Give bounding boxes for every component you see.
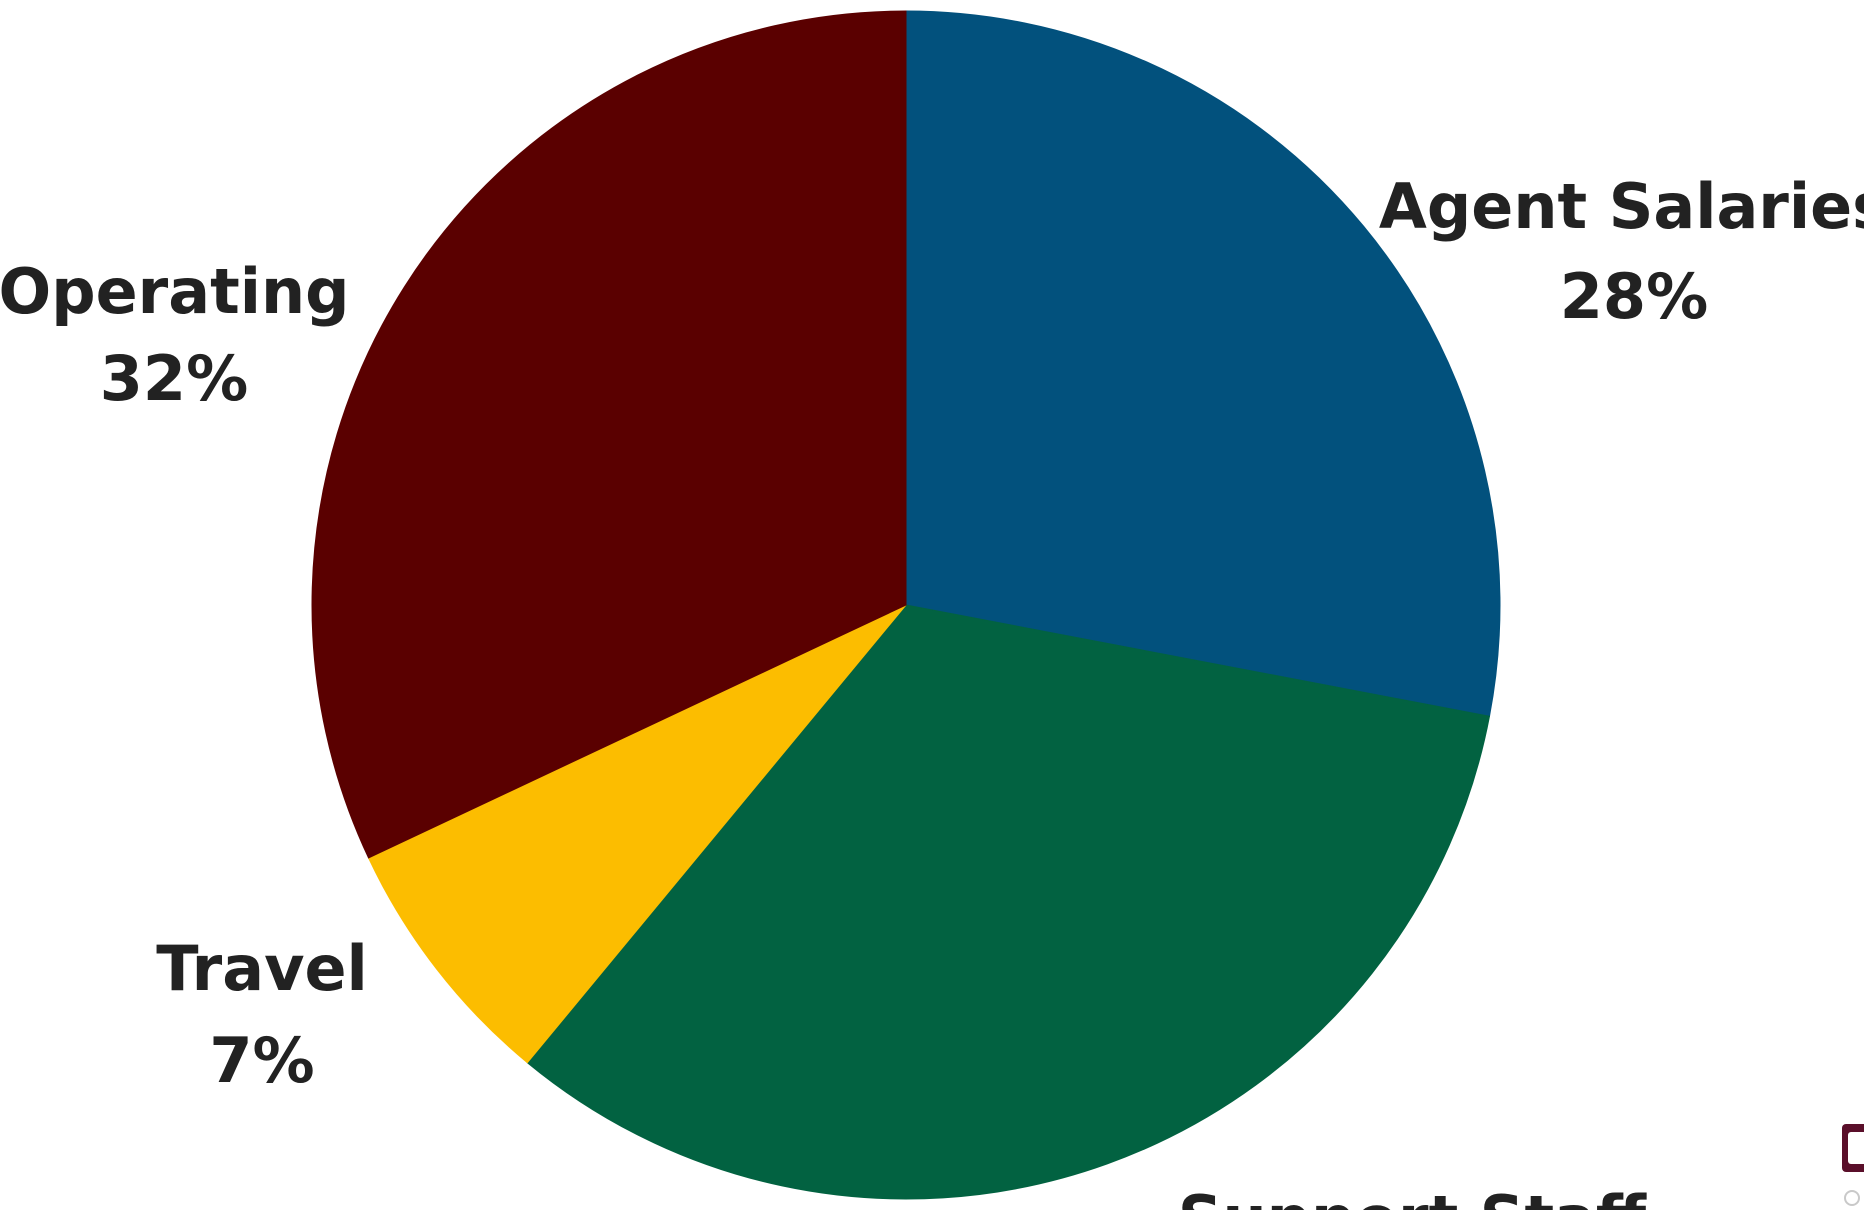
slice-label-operating-name: Operating bbox=[0, 255, 349, 328]
slice-label-travel-name: Travel bbox=[156, 932, 368, 1005]
slice-label-agent-salaries: Agent Salaries 28% bbox=[1379, 170, 1864, 333]
brand-logo bbox=[1840, 1116, 1864, 1210]
slice-label-travel: Travel 7% bbox=[156, 932, 368, 1097]
slice-label-agent-salaries-value: 28% bbox=[1560, 260, 1708, 333]
pie-slice-travel bbox=[367, 604, 907, 1064]
brand-logo-circle bbox=[1844, 1190, 1860, 1206]
slice-label-operating: Operating 32% bbox=[0, 255, 349, 415]
slice-label-agent-salaries-name: Agent Salaries bbox=[1379, 170, 1864, 243]
slice-label-operating-value: 32% bbox=[100, 342, 248, 415]
pie-slice-operating bbox=[311, 10, 907, 859]
slice-label-travel-value: 7% bbox=[209, 1024, 314, 1097]
pie-slice-agent-salaries bbox=[905, 10, 1501, 717]
pie-slice-support-staff bbox=[526, 604, 1491, 1200]
brand-logo-mark-inner bbox=[1848, 1132, 1864, 1164]
slice-label-support-staff-name: Support Staff bbox=[1178, 1182, 1647, 1210]
pie-slices bbox=[311, 10, 1501, 1200]
slice-label-support-staff: Support Staff bbox=[1178, 1182, 1647, 1210]
